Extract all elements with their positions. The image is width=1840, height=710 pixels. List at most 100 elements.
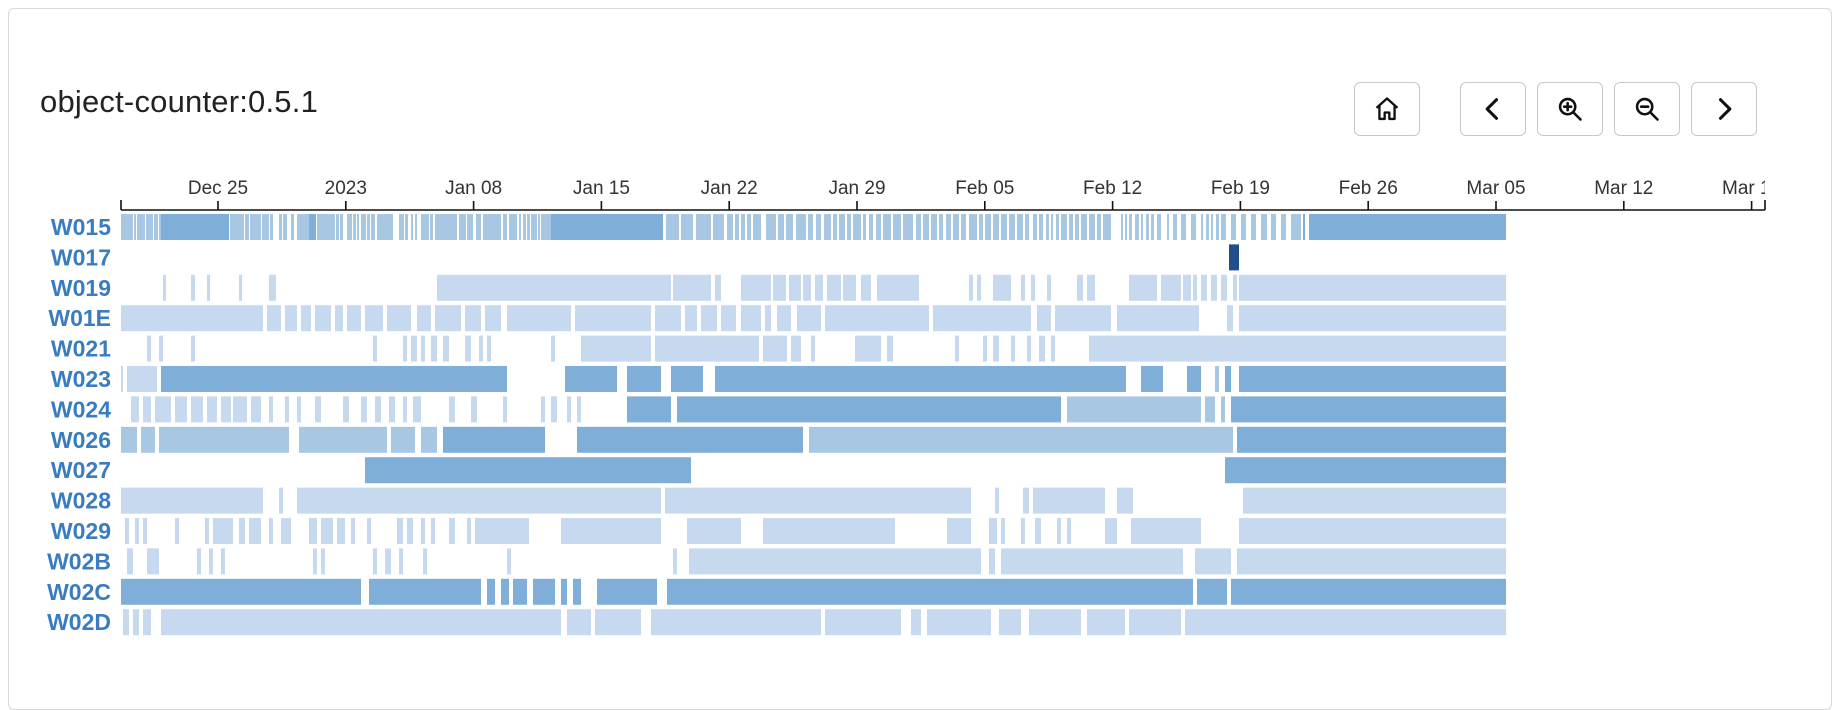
activity-segment[interactable] <box>155 396 171 423</box>
activity-segment[interactable] <box>673 548 677 575</box>
activity-segment[interactable] <box>953 214 959 240</box>
activity-segment[interactable] <box>1089 335 1506 362</box>
activity-segment[interactable] <box>1261 214 1267 240</box>
activity-segment[interactable] <box>207 274 210 301</box>
activity-segment[interactable] <box>791 335 801 362</box>
activity-segment[interactable] <box>317 214 327 240</box>
activity-segment[interactable] <box>267 214 269 240</box>
activity-segment[interactable] <box>763 335 787 362</box>
activity-segment[interactable] <box>121 426 137 453</box>
activity-segment[interactable] <box>340 214 343 240</box>
activity-segment[interactable] <box>667 578 1193 605</box>
activity-segment[interactable] <box>931 214 937 240</box>
activity-segment[interactable] <box>696 214 711 240</box>
activity-segment[interactable] <box>213 518 233 544</box>
activity-segment[interactable] <box>1237 426 1506 453</box>
activity-segment[interactable] <box>476 214 481 240</box>
activity-segment[interactable] <box>283 214 287 240</box>
activity-segment[interactable] <box>270 214 273 240</box>
activity-segment[interactable] <box>467 214 473 240</box>
activity-segment[interactable] <box>1033 214 1037 240</box>
activity-segment[interactable] <box>435 305 461 332</box>
activity-segment[interactable] <box>1187 366 1201 392</box>
activity-segment[interactable] <box>1197 578 1227 605</box>
activity-segment[interactable] <box>1027 335 1031 362</box>
activity-segment[interactable] <box>423 548 427 575</box>
activity-segment[interactable] <box>347 214 349 240</box>
activity-segment[interactable] <box>655 335 759 362</box>
activity-segment[interactable] <box>399 548 403 575</box>
activity-segment[interactable] <box>159 335 163 362</box>
activity-segment[interactable] <box>365 305 383 332</box>
activity-segment[interactable] <box>121 366 123 392</box>
activity-segment[interactable] <box>175 396 187 423</box>
activity-segment[interactable] <box>304 214 309 240</box>
activity-segment[interactable] <box>399 214 404 240</box>
activity-segment[interactable] <box>916 214 921 240</box>
activity-segment[interactable] <box>141 426 155 453</box>
activity-segment[interactable] <box>741 305 761 332</box>
activity-segment[interactable] <box>816 214 821 240</box>
activity-segment[interactable] <box>191 396 203 423</box>
activity-segment[interactable] <box>993 214 999 240</box>
activity-segment[interactable] <box>385 214 389 240</box>
activity-segment[interactable] <box>534 214 537 240</box>
activity-segment[interactable] <box>121 487 263 514</box>
activity-segment[interactable] <box>131 396 139 423</box>
activity-segment[interactable] <box>421 335 425 362</box>
activity-segment[interactable] <box>1023 487 1029 514</box>
activity-segment[interactable] <box>361 214 366 240</box>
activity-segment[interactable] <box>1035 518 1041 544</box>
activity-segment[interactable] <box>677 396 1061 423</box>
activity-segment[interactable] <box>250 214 256 240</box>
activity-segment[interactable] <box>513 578 527 605</box>
activity-segment[interactable] <box>1221 274 1227 301</box>
activity-segment[interactable] <box>493 214 501 240</box>
activity-segment[interactable] <box>811 335 815 362</box>
activity-segment[interactable] <box>1017 214 1023 240</box>
activity-segment[interactable] <box>1151 214 1154 240</box>
activity-segment[interactable] <box>127 366 157 392</box>
activity-segment[interactable] <box>551 335 555 362</box>
activity-segment[interactable] <box>1089 214 1095 240</box>
activity-segment[interactable] <box>681 214 693 240</box>
activity-segment[interactable] <box>561 578 567 605</box>
row-label[interactable]: W026 <box>51 427 111 453</box>
activity-segment[interactable] <box>361 396 367 423</box>
activity-segment[interactable] <box>531 214 534 240</box>
activity-segment[interactable] <box>417 305 431 332</box>
activity-segment[interactable] <box>269 396 273 423</box>
activity-segment[interactable] <box>567 396 571 423</box>
activity-segment[interactable] <box>413 396 421 423</box>
activity-segment[interactable] <box>1001 214 1007 240</box>
activity-segment[interactable] <box>863 214 866 240</box>
activity-segment[interactable] <box>808 214 813 240</box>
activity-segment[interactable] <box>191 274 195 301</box>
activity-segment[interactable] <box>1117 305 1199 332</box>
activity-segment[interactable] <box>789 274 801 301</box>
activity-segment[interactable] <box>291 214 294 240</box>
activity-segment[interactable] <box>763 518 895 544</box>
activity-segment[interactable] <box>487 578 495 605</box>
row-label[interactable]: W017 <box>51 244 111 270</box>
activity-segment[interactable] <box>1141 366 1163 392</box>
activity-segment[interactable] <box>1225 366 1231 392</box>
activity-segment[interactable] <box>195 214 229 240</box>
activity-segment[interactable] <box>134 214 136 240</box>
activity-segment[interactable] <box>577 396 581 423</box>
activity-segment[interactable] <box>397 518 403 544</box>
activity-segment[interactable] <box>487 335 491 362</box>
activity-segment[interactable] <box>371 214 375 240</box>
activity-segment[interactable] <box>1067 518 1071 544</box>
activity-segment[interactable] <box>430 214 433 240</box>
activity-segment[interactable] <box>327 214 335 240</box>
activity-segment[interactable] <box>1051 335 1055 362</box>
activity-segment[interactable] <box>1183 274 1191 301</box>
activity-segment[interactable] <box>135 518 139 544</box>
activity-segment[interactable] <box>507 305 571 332</box>
activity-segment[interactable] <box>161 366 507 392</box>
activity-segment[interactable] <box>479 335 483 362</box>
activity-segment[interactable] <box>267 305 281 332</box>
activity-segment[interactable] <box>1009 214 1015 240</box>
activity-segment[interactable] <box>1129 609 1181 636</box>
